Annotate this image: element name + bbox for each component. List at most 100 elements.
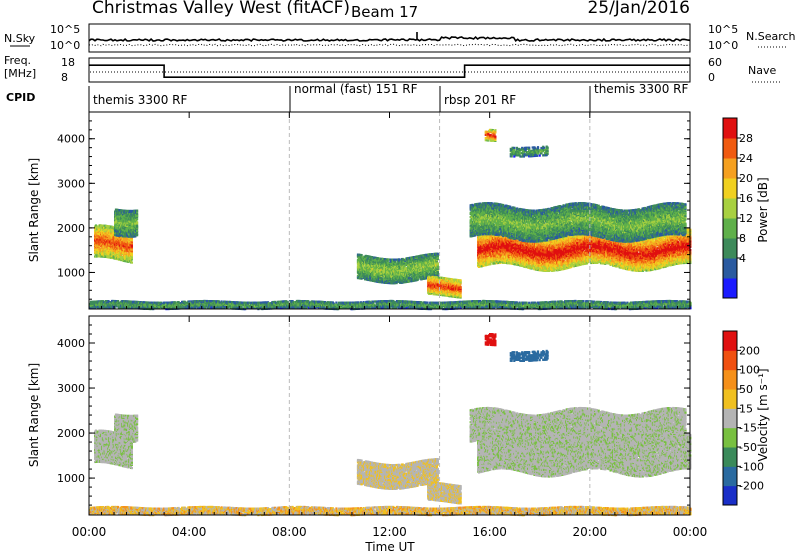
power-cell <box>467 300 470 303</box>
power-cell <box>246 307 249 310</box>
noise-sky-trace <box>88 32 691 42</box>
cpid-segment-3: rbsp 201 RF <box>444 93 516 107</box>
cpid-segment-2: normal (fast) 151 RF <box>294 82 418 96</box>
power-cell <box>459 307 462 310</box>
power-cell <box>357 301 360 304</box>
power-cell <box>167 301 171 304</box>
cpid-segment-1: themis 3300 RF <box>93 93 187 107</box>
freq-label-line1: Freq. <box>4 54 31 67</box>
noise-search-trace <box>88 43 691 47</box>
freq-label-line2: [MHz] <box>4 67 36 80</box>
power-cell <box>136 221 139 224</box>
date-title: 25/Jan/2016 <box>587 0 690 18</box>
power-cell <box>377 302 380 305</box>
power-cell <box>136 229 139 232</box>
power-cell <box>570 300 573 303</box>
power-cell <box>229 300 232 304</box>
power-cell <box>497 300 500 303</box>
power-cell <box>376 300 379 303</box>
power-cell <box>117 302 121 305</box>
noise-left-label: N.Sky <box>4 32 36 45</box>
power-cell <box>259 301 263 304</box>
power-cell <box>582 300 585 303</box>
power-cell <box>145 301 148 304</box>
power-cell <box>136 209 139 212</box>
frequency-frame <box>88 57 691 83</box>
power-cell <box>272 300 275 304</box>
power-heatmap <box>89 112 692 311</box>
cpid-label: CPID <box>6 91 35 104</box>
noise-right-label: N.Search <box>746 30 796 43</box>
power-cell <box>335 301 338 304</box>
power-cell <box>287 301 290 304</box>
power-cell <box>479 300 482 303</box>
power-cell <box>529 305 533 309</box>
power-cell <box>146 301 149 304</box>
power-cell <box>136 212 139 215</box>
power-cell <box>373 304 376 307</box>
power-cell <box>399 300 402 303</box>
frequency-panel: Freq. [MHz] 18 8 60 0 Nave <box>4 54 780 84</box>
power-cell <box>351 305 355 308</box>
power-cell <box>476 300 479 303</box>
power-cell <box>213 300 216 303</box>
power-cell <box>174 301 177 304</box>
power-cell <box>178 302 181 305</box>
power-cell <box>128 300 131 303</box>
power-cell <box>292 306 295 309</box>
power-cell <box>482 306 485 309</box>
station-title: Christmas Valley West (fitACF) <box>92 0 350 18</box>
power-cell <box>136 218 139 221</box>
power-cell <box>141 303 144 306</box>
power-cell <box>310 300 313 303</box>
power-cell <box>426 301 429 304</box>
power-cell <box>130 245 133 248</box>
power-cell <box>380 300 384 303</box>
freq-tick-top: 18 <box>61 56 75 69</box>
power-cell <box>360 254 363 257</box>
power-cell <box>370 301 373 304</box>
noise-panel: N.Sky N.Search 10^5 10^0 10^5 10^0 <box>4 23 796 53</box>
beam-title: Beam 17 <box>351 3 418 21</box>
nave-tick-top: 60 <box>708 56 722 69</box>
power-cell <box>327 301 330 304</box>
noise-right-tick-bottom: 10^0 <box>708 39 738 52</box>
power-cell <box>150 301 153 304</box>
power-cell <box>205 299 208 303</box>
noise-right-tick-top: 10^5 <box>708 23 738 36</box>
power-cell <box>130 241 133 244</box>
cpid-segment-4: themis 3300 RF <box>594 82 688 96</box>
power-cell <box>130 261 133 264</box>
power-cell <box>525 301 528 304</box>
power-cell <box>334 303 337 306</box>
freq-tick-bottom: 8 <box>61 71 68 84</box>
power-cell <box>130 300 133 303</box>
nave-tick-bottom: 0 <box>708 71 715 84</box>
power-cell <box>146 303 149 306</box>
power-cell <box>401 300 405 303</box>
power-cell <box>130 256 133 259</box>
power-cell <box>315 300 318 303</box>
noise-left-tick-bottom: 10^0 <box>50 39 80 52</box>
power-cell <box>130 254 133 257</box>
power-cell <box>372 300 375 303</box>
cpid-row: CPID themis 3300 RF normal (fast) 151 RF… <box>6 82 688 112</box>
power-cell <box>307 300 310 303</box>
frequency-trace <box>89 64 690 78</box>
noise-left-tick-top: 10^5 <box>50 23 80 36</box>
power-cell <box>552 300 555 303</box>
noise-frame <box>88 23 691 53</box>
power-cell <box>528 301 531 304</box>
nave-label: Nave <box>748 64 776 77</box>
power-cell <box>440 301 443 304</box>
power-cell <box>136 224 139 227</box>
power-cell <box>567 306 570 309</box>
power-cell <box>502 300 505 303</box>
power-cell <box>143 301 146 304</box>
power-cell <box>280 303 283 306</box>
power-cell <box>136 233 139 236</box>
power-cell <box>153 301 157 304</box>
power-cell <box>406 304 409 307</box>
